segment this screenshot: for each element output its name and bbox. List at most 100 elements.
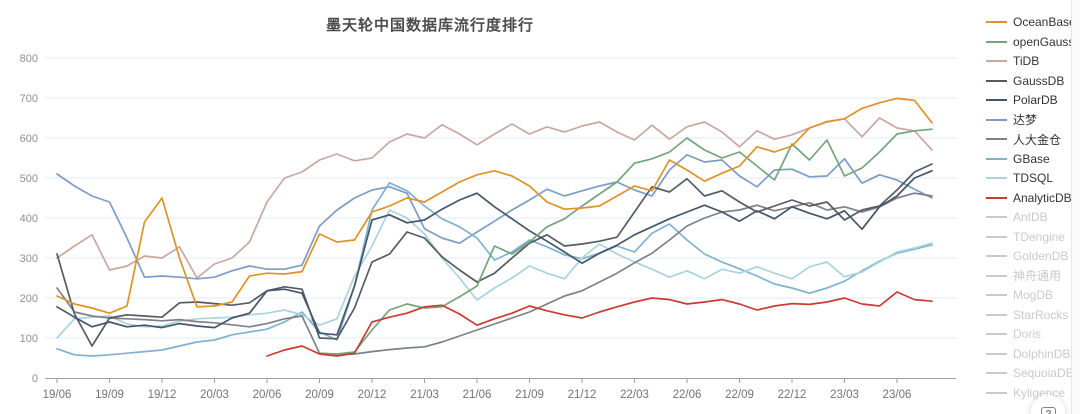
- x-axis-label: 21/09: [515, 389, 544, 401]
- legend-swatch-icon: [986, 99, 1007, 101]
- legend-swatch-icon: [986, 21, 1007, 23]
- legend-item-GaussDB[interactable]: GaussDB: [986, 72, 1064, 90]
- x-axis-label: 21/06: [463, 389, 492, 401]
- legend-item-TDengine[interactable]: TDengine: [986, 228, 1065, 246]
- x-axis-label: 20/12: [358, 389, 387, 401]
- x-axis-label: 21/03: [410, 389, 439, 401]
- legend-item-SequoiaDB[interactable]: SequoiaDB: [986, 364, 1074, 382]
- x-axis-label: 21/12: [568, 389, 597, 401]
- x-axis-label: 22/12: [778, 389, 807, 401]
- legend-label: Doris: [1013, 327, 1042, 341]
- series-line-人大金仓[interactable]: [56, 192, 933, 356]
- legend-label: TiDB: [1013, 54, 1040, 68]
- legend-label: PolarDB: [1013, 93, 1058, 107]
- legend-swatch-icon: [986, 216, 1007, 218]
- series-line-PolarDB[interactable]: [56, 169, 933, 336]
- chart-title: 墨天轮中国数据库流行度排行: [325, 17, 534, 34]
- y-axis-label: 100: [20, 333, 38, 345]
- y-axis-label: 400: [20, 213, 38, 225]
- y-axis-label: 0: [32, 373, 38, 385]
- x-axis-label: 22/06: [673, 389, 702, 401]
- legend-swatch-icon: [986, 235, 1007, 238]
- legend: OceanBase openGauss TiDB GaussDB PolarDB 达梦人大…: [986, 0, 1078, 414]
- legend-label: GaussDB: [1013, 73, 1065, 88]
- legend-item-OceanBase[interactable]: OceanBase: [986, 13, 1076, 31]
- x-axis-label: 23/03: [830, 389, 859, 401]
- legend-label: TDengine: [1013, 229, 1066, 244]
- help-button[interactable]: ?: [1031, 395, 1065, 414]
- legend-item-DolphinDB[interactable]: DolphinDB: [986, 345, 1070, 363]
- legend-item-TDSQL[interactable]: TDSQL: [986, 169, 1053, 187]
- legend-item-神舟通用[interactable]: 神舟通用: [986, 267, 1061, 285]
- x-axis-label: 19/12: [148, 389, 177, 401]
- legend-item-openGauss[interactable]: openGauss: [986, 33, 1074, 51]
- legend-item-AnalyticDB[interactable]: AnalyticDB: [986, 189, 1072, 207]
- legend-swatch-icon: [986, 196, 1007, 199]
- x-axis-label: 19/09: [95, 389, 124, 401]
- x-axis-label: 22/09: [725, 389, 754, 401]
- legend-swatch-icon: [986, 255, 1007, 257]
- x-axis-label: 20/03: [200, 389, 229, 401]
- x-axis-label: 23/06: [883, 389, 912, 401]
- series-line-TDSQL[interactable]: [56, 209, 933, 339]
- legend-swatch-icon: [986, 79, 1007, 82]
- legend-swatch-icon: [986, 118, 1007, 121]
- legend-swatch-icon: [986, 157, 1007, 160]
- legend-swatch-icon: [986, 138, 1007, 140]
- legend-swatch-icon: [986, 40, 1007, 43]
- legend-label: GBase: [1013, 151, 1050, 166]
- legend-item-PolarDB[interactable]: PolarDB: [986, 91, 1058, 109]
- series-line-TiDB[interactable]: [56, 117, 933, 279]
- y-axis-label: 500: [20, 173, 38, 185]
- legend-label: OceanBase: [1013, 15, 1076, 29]
- line-chart: 0 100 200 300 400 500 600 700 800 19/06 19/09 19/12…: [20, 53, 956, 401]
- legend-swatch-icon: [986, 313, 1007, 316]
- legend-swatch-icon: [986, 294, 1007, 296]
- question-mark-icon: ?: [1041, 406, 1056, 414]
- edge-divider: [1071, 0, 1072, 414]
- legend-label: openGauss: [1013, 34, 1075, 49]
- legend-item-StarRocks[interactable]: StarRocks: [986, 306, 1068, 324]
- legend-item-达梦[interactable]: 达梦: [986, 111, 1037, 129]
- x-axis-label: 20/09: [305, 389, 334, 401]
- legend-label: MogDB: [1013, 288, 1054, 302]
- legend-swatch-icon: [986, 333, 1007, 335]
- legend-label: AnalyticDB: [1013, 190, 1072, 205]
- scrollbar-track[interactable]: [1072, 0, 1080, 414]
- legend-swatch-icon: [986, 60, 1007, 62]
- legend-label: AntDB: [1013, 210, 1048, 224]
- y-axis-label: 700: [20, 93, 38, 105]
- legend-item-人大金仓[interactable]: 人大金仓: [986, 130, 1061, 148]
- legend-item-AntDB[interactable]: AntDB: [986, 208, 1048, 226]
- series-line-AnalyticDB[interactable]: [266, 291, 933, 357]
- legend-item-MogDB[interactable]: MogDB: [986, 286, 1053, 304]
- legend-item-GoldenDB[interactable]: GoldenDB: [986, 247, 1068, 265]
- y-axis-label: 200: [20, 293, 38, 305]
- x-axis-label: 20/06: [253, 389, 282, 401]
- legend-swatch-icon: [986, 391, 1007, 394]
- series-line-GBase[interactable]: [56, 181, 933, 357]
- y-axis-label: 300: [20, 253, 38, 265]
- series-line-OceanBase[interactable]: [56, 97, 933, 315]
- legend-label: 达梦: [1013, 113, 1038, 127]
- legend-swatch-icon: [986, 177, 1007, 179]
- legend-item-TiDB[interactable]: TiDB: [986, 52, 1039, 70]
- x-axis-label: 22/03: [620, 389, 649, 401]
- legend-swatch-icon: [986, 352, 1007, 355]
- legend-label: GoldenDB: [1013, 249, 1069, 263]
- legend-swatch-icon: [986, 372, 1007, 374]
- y-axis-label: 600: [20, 133, 38, 145]
- legend-label: StarRocks: [1013, 307, 1069, 322]
- y-axis-label: 800: [20, 53, 38, 65]
- legend-item-Doris[interactable]: Doris: [986, 325, 1041, 343]
- legend-label: 神舟通用: [1013, 269, 1062, 283]
- legend-item-GBase[interactable]: GBase: [986, 150, 1050, 168]
- legend-label: 人大金仓: [1013, 132, 1062, 147]
- legend-swatch-icon: [986, 274, 1007, 277]
- legend-label: TDSQL: [1013, 171, 1054, 185]
- legend-label: DolphinDB: [1013, 346, 1071, 361]
- series-line-GaussDB[interactable]: [56, 163, 933, 347]
- x-axis-label: 19/06: [43, 389, 72, 401]
- series-line-达梦[interactable]: [56, 153, 933, 280]
